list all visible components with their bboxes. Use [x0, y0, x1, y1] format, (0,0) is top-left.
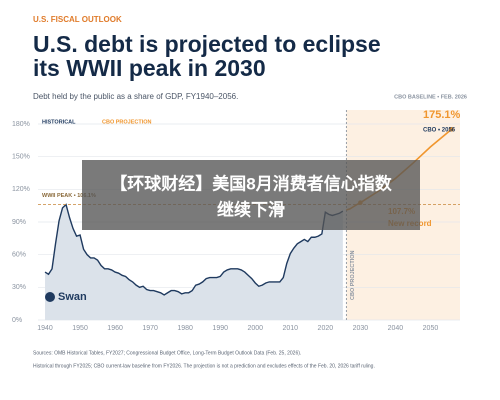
source: Historical through FY2025; CBO current-l…	[33, 363, 375, 369]
x-tick-label: 2040	[388, 325, 404, 332]
source: Sources: OMB Historical Tables, FY2027; …	[33, 350, 301, 356]
x-tick-label: 2030	[353, 325, 369, 332]
x-tick-label: 2010	[283, 325, 299, 332]
projection-label: CBO PROJECTION	[350, 250, 356, 300]
historical-area	[45, 204, 343, 320]
x-tick-label: 2000	[247, 325, 263, 332]
chart-title: U.S. debt is projected to eclipse	[33, 31, 381, 57]
x-tick-label: 1940	[37, 325, 53, 332]
y-tick-label: 90%	[12, 219, 26, 226]
annotation: 175.1%	[423, 109, 461, 121]
x-tick-label: 1950	[72, 325, 88, 332]
y-tick-label: 180%	[12, 121, 30, 128]
x-tick-label: 2020	[318, 325, 334, 332]
peak-label: WWII PEAK • 106.1%	[42, 193, 96, 199]
historical-line	[44, 203, 344, 296]
y-tick-label: 0%	[12, 317, 22, 324]
y-tick-label: 30%	[12, 284, 26, 291]
y-tick-label: 120%	[12, 186, 30, 193]
overlay-text: 【环球财经】美国8月消费者信心指数	[110, 173, 392, 193]
logo: Swan	[58, 291, 87, 303]
x-tick-label: 1970	[142, 325, 158, 332]
x-tick-label: 1980	[177, 325, 193, 332]
y-tick-label: 60%	[12, 252, 26, 259]
logo-icon	[45, 292, 55, 302]
chart-title: its WWII peak in 2030	[33, 55, 266, 81]
subtitle: Debt held by the public as a share of GD…	[33, 92, 238, 101]
overlay-text: 继续下滑	[217, 199, 285, 219]
kicker: U.S. FISCAL OUTLOOK	[33, 15, 122, 24]
legend-label: HISTORICAL	[42, 119, 76, 125]
y-tick-label: 150%	[12, 154, 30, 161]
annotation: CBO • 2056	[423, 128, 456, 134]
baseline-note: CBO BASELINE • FEB. 2026	[394, 94, 467, 100]
legend-label: CBO PROJECTION	[102, 119, 152, 125]
x-tick-label: 1990	[212, 325, 228, 332]
projection-point	[449, 127, 454, 132]
x-tick-label: 2050	[423, 325, 439, 332]
overlay-banner	[82, 160, 420, 230]
x-tick-label: 1960	[107, 325, 123, 332]
